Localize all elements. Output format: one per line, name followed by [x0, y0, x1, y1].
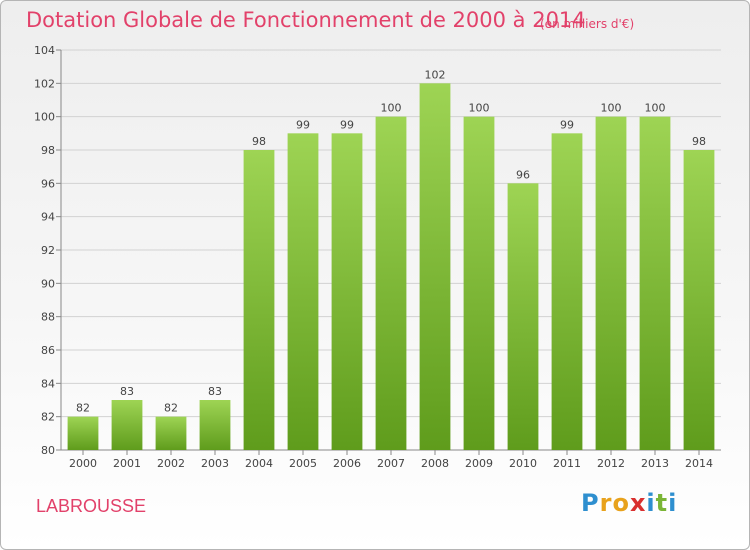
logo-letter: P — [581, 489, 600, 517]
x-tick-label: 2014 — [685, 457, 713, 470]
x-tick-label: 2011 — [553, 457, 581, 470]
chart-title: Dotation Globale de Fonctionnement de 20… — [26, 8, 586, 32]
x-tick-label: 2013 — [641, 457, 669, 470]
y-tick-label: 102 — [34, 77, 55, 90]
bar-value-label: 82 — [164, 402, 178, 415]
bar-value-label: 99 — [560, 118, 574, 131]
chart-subtitle: (en milliers d'€) — [540, 17, 635, 31]
bar-value-label: 100 — [381, 102, 402, 115]
bar-2005 — [287, 133, 319, 451]
bar-2000 — [67, 416, 99, 450]
bar-value-label: 96 — [516, 168, 530, 181]
bar-2010 — [507, 183, 539, 451]
bar-value-label: 99 — [340, 118, 354, 131]
bar-2014 — [683, 150, 715, 450]
bar-2006 — [331, 133, 363, 451]
bar-value-label: 99 — [296, 118, 310, 131]
y-tick-label: 104 — [34, 44, 55, 57]
bar-2008 — [419, 83, 451, 450]
x-tick-label: 2006 — [333, 457, 361, 470]
bar-value-label: 82 — [76, 402, 90, 415]
logo-letter: r — [599, 489, 613, 517]
bar-value-label: 98 — [692, 135, 706, 148]
x-tick-label: 2002 — [157, 457, 185, 470]
y-tick-label: 92 — [41, 244, 55, 257]
labels: 80 82 84 86 88 90 92 94 96 98 100 102 104 82 2000 83 200… — [34, 44, 713, 470]
x-tick-label: 2001 — [113, 457, 141, 470]
bar-value-label: 100 — [469, 102, 490, 115]
bar-value-label: 100 — [601, 102, 622, 115]
x-tick-label: 2000 — [69, 457, 97, 470]
y-tick-label: 94 — [41, 211, 55, 224]
x-tick-label: 2004 — [245, 457, 273, 470]
bar-2002 — [155, 416, 187, 450]
y-tick-label: 90 — [41, 277, 55, 290]
x-tick-label: 2009 — [465, 457, 493, 470]
x-tick-label: 2005 — [289, 457, 317, 470]
y-tick-label: 88 — [41, 311, 55, 324]
x-tick-label: 2007 — [377, 457, 405, 470]
logo-letter: o — [612, 489, 630, 517]
bar-2009 — [463, 116, 495, 451]
x-tick-label: 2008 — [421, 457, 449, 470]
bar-value-label: 102 — [425, 68, 446, 81]
bar-2004 — [243, 150, 275, 450]
y-tick-label: 96 — [41, 177, 55, 190]
bar-value-label: 98 — [252, 135, 266, 148]
y-tick-label: 84 — [41, 377, 55, 390]
logo-letter: x — [629, 489, 647, 517]
y-tick-label: 82 — [41, 411, 55, 424]
bar-2003 — [199, 400, 231, 450]
y-tick-label: 86 — [41, 344, 55, 357]
bar-2011 — [551, 133, 583, 451]
bar-2012 — [595, 116, 627, 451]
bar-value-label: 83 — [120, 385, 134, 398]
x-tick-label: 2010 — [509, 457, 537, 470]
y-tick-label: 98 — [41, 144, 55, 157]
commune-name: LABROUSSE — [36, 496, 147, 516]
y-tick-label: 100 — [34, 111, 55, 124]
x-tick-label: 2003 — [201, 457, 229, 470]
bar-2013 — [639, 116, 671, 451]
x-tick-label: 2012 — [597, 457, 625, 470]
bar-value-label: 100 — [645, 102, 666, 115]
logo-letter: i — [668, 489, 678, 517]
bar-value-label: 83 — [208, 385, 222, 398]
y-tick-label: 80 — [41, 444, 55, 457]
bars — [67, 83, 715, 451]
logo-letter: i — [646, 489, 656, 517]
logo-letter: t — [655, 489, 669, 517]
bar-2007 — [375, 116, 407, 451]
proxiti-logo: Proxiti — [581, 489, 677, 517]
bar-2001 — [111, 400, 143, 450]
